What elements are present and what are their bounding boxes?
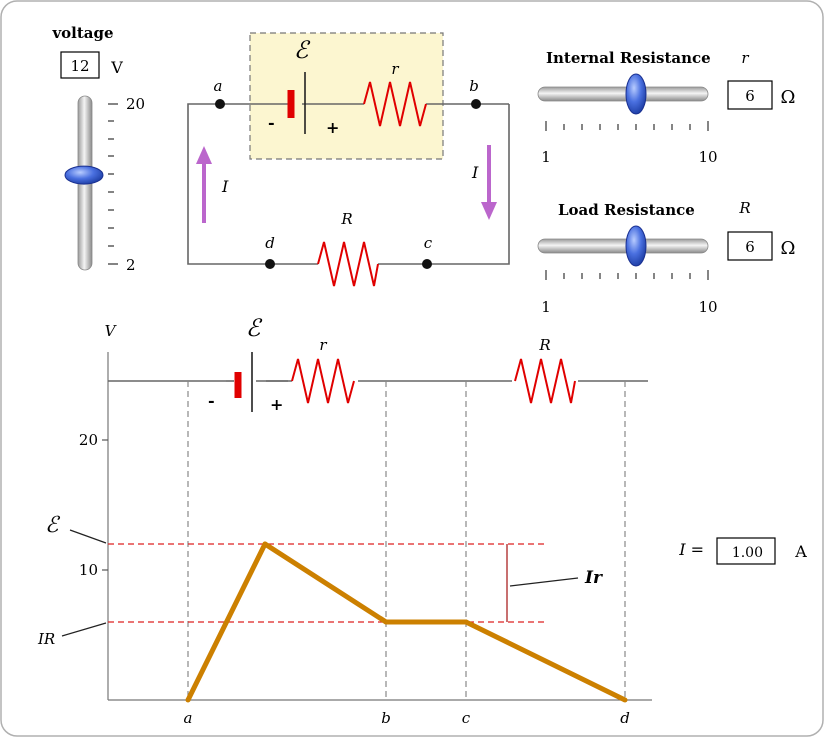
- load-resistance-min-label: 1: [541, 298, 551, 316]
- plot-y-tick-label: 10: [79, 561, 98, 579]
- internal-resistance-value-box[interactable]: [727, 80, 773, 110]
- battery-minus-sign: -: [268, 113, 275, 132]
- plot-emf-label: ℰ: [246, 314, 263, 342]
- current-readout-value: 1.00: [732, 545, 763, 561]
- node-c: [422, 259, 432, 269]
- circuit-wires: [187, 103, 510, 265]
- current-arrow-down: [481, 145, 497, 220]
- plot-x-labels: a b c d: [184, 709, 630, 727]
- load-resistor-label: R: [340, 210, 352, 228]
- node-d: [265, 259, 275, 269]
- internal-resistance-max-label: 10: [698, 148, 717, 166]
- internal-resistor: [363, 81, 427, 127]
- voltage-unit: V: [110, 58, 123, 77]
- load-resistor: [317, 241, 379, 287]
- current-readout-unit: A: [794, 542, 807, 561]
- plot-x-label-c: c: [462, 709, 471, 727]
- current-readout-label: I =: [678, 540, 704, 559]
- node-c-label: c: [424, 234, 433, 252]
- node-b-label: b: [469, 77, 479, 95]
- load-resistance-thumb[interactable]: [625, 225, 647, 267]
- internal-resistance-thumb[interactable]: [625, 73, 647, 115]
- current-readout-box: [716, 537, 776, 565]
- node-d-label: d: [265, 234, 275, 252]
- potential-point: [463, 619, 469, 625]
- load-resistance-unit: Ω: [781, 238, 796, 259]
- plot-y-tick-label: 20: [79, 431, 98, 449]
- emf-label: ℰ: [294, 36, 311, 64]
- plot-x-label-d: d: [620, 709, 630, 727]
- battery-symbol: [287, 72, 306, 134]
- plot-node-guides: [187, 381, 626, 700]
- plot-x-label-b: b: [381, 709, 391, 727]
- potential-point: [383, 619, 389, 625]
- voltage-max-label: 20: [126, 95, 145, 113]
- load-resistance-ticks: [545, 270, 709, 280]
- node-a-label: a: [214, 77, 223, 95]
- current-label-right: I: [471, 163, 479, 182]
- voltage-value-box[interactable]: [60, 51, 100, 79]
- load-resistance-value-box[interactable]: [727, 231, 773, 261]
- potential-points: [185, 541, 628, 703]
- internal-resistance-value: 6: [745, 87, 755, 105]
- load-resistance-value: 6: [745, 238, 755, 256]
- plot-battery-gap: [226, 360, 266, 405]
- load-resistance-max-label: 10: [698, 298, 717, 316]
- emf-annotation: ℰ: [45, 513, 61, 538]
- internal-resistance-symbol: r: [741, 49, 749, 67]
- plot-load-resistor-label: R: [538, 336, 550, 354]
- plot-internal-resistor-label: r: [319, 336, 327, 354]
- voltage-slider-thumb[interactable]: [64, 165, 104, 185]
- plot-battery-symbol: [226, 352, 292, 412]
- voltage-label: voltage: [51, 24, 113, 42]
- potential-point: [185, 697, 191, 703]
- ir-drop-annotation: Ir: [584, 568, 603, 588]
- node-b: [471, 99, 481, 109]
- current-arrow-up: [196, 146, 212, 223]
- internal-resistance-ticks: [545, 121, 709, 131]
- plot-battery-minus: -: [208, 391, 215, 410]
- voltage-min-label: 2: [126, 256, 136, 274]
- load-drop-annotation-leader: [61, 622, 107, 637]
- internal-resistor-label: r: [391, 60, 399, 78]
- node-a: [215, 99, 225, 109]
- internal-resistance-label: Internal Resistance: [546, 49, 711, 67]
- plot-battery-plus: +: [270, 395, 283, 414]
- plot-x-label-a: a: [184, 709, 193, 727]
- internal-resistance-track[interactable]: [537, 86, 709, 102]
- emf-annotation-leader: [69, 529, 107, 544]
- voltage-value: 12: [70, 57, 89, 75]
- battery-highlight-box: [249, 32, 444, 160]
- voltage-slider-ticks: [108, 103, 118, 265]
- plot-y-label: V: [105, 322, 118, 340]
- load-resistance-symbol: R: [738, 199, 750, 217]
- load-resistance-track[interactable]: [537, 238, 709, 254]
- potential-point: [262, 541, 268, 547]
- ir-drop-leader: [509, 577, 579, 587]
- potential-point: [622, 697, 628, 703]
- load-resistance-label: Load Resistance: [558, 201, 695, 219]
- internal-resistance-unit: Ω: [781, 87, 796, 108]
- plot-y-ticks: 10 20: [79, 431, 108, 579]
- plot-internal-resistor: [291, 358, 355, 404]
- current-label-left: I: [221, 177, 229, 196]
- potential-plot: V - + ℰ r R 10 20 a b c d Ir ℰ: [37, 314, 652, 727]
- internal-resistance-min-label: 1: [541, 148, 551, 166]
- battery-plus-sign: +: [326, 118, 339, 137]
- load-drop-annotation: IR: [37, 630, 55, 648]
- plot-load-resistor: [514, 358, 576, 404]
